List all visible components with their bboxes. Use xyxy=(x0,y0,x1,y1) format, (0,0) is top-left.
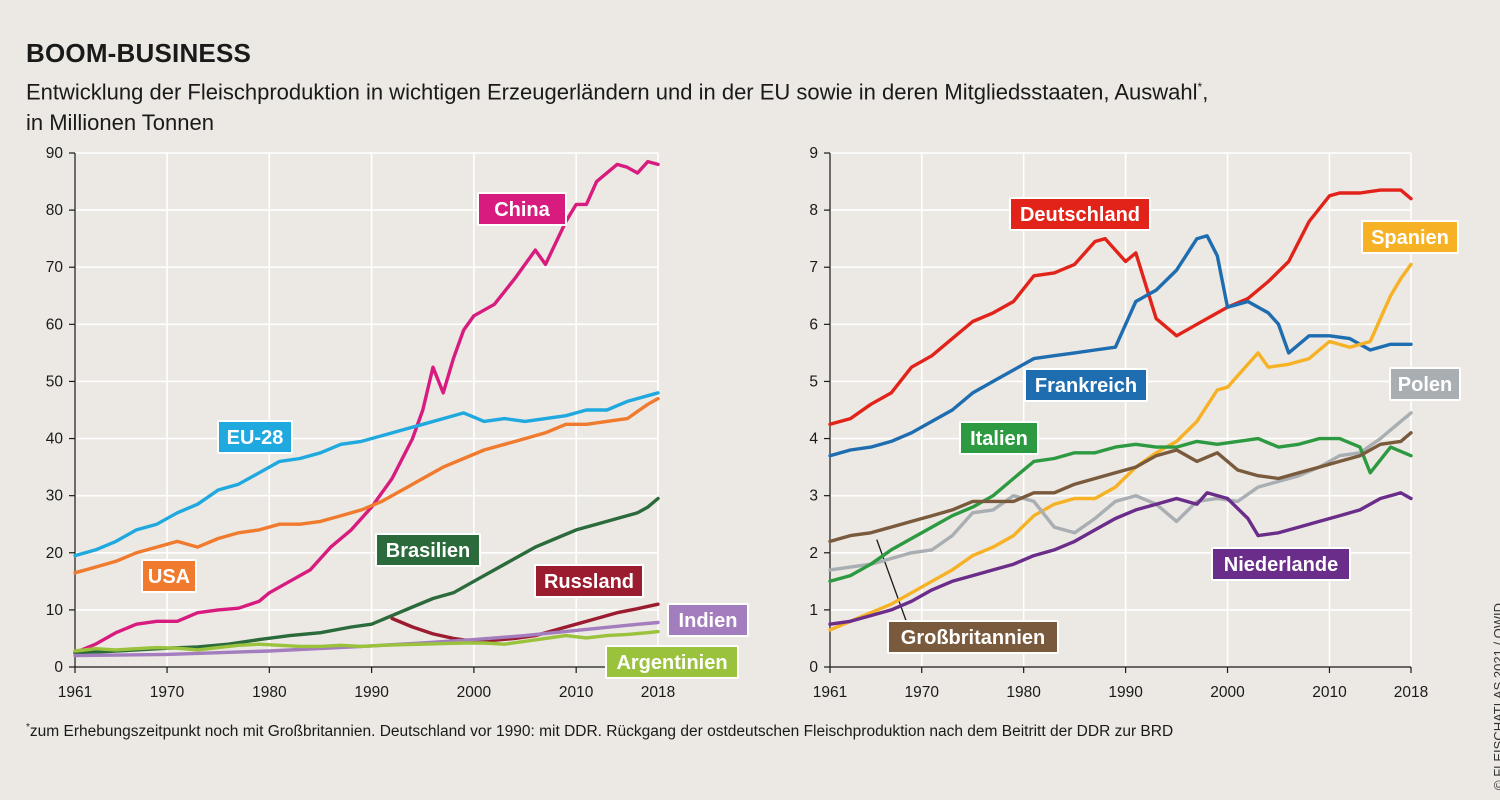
series-label-box-grossbritannien xyxy=(887,620,1059,654)
chart-subtitle: Entwicklung der Fleischproduktion in wic… xyxy=(26,72,1226,138)
series-label-box-indien xyxy=(667,603,749,637)
series-line-usa xyxy=(73,396,660,575)
series-line-argentinien xyxy=(73,629,660,653)
series-label-indien: Indien xyxy=(679,610,738,632)
series-label-box-brasilien xyxy=(375,533,481,567)
y-tick-label: 2 xyxy=(809,545,818,562)
series-label-box-eu-28 xyxy=(217,420,293,454)
series-label-box-argentinien xyxy=(605,645,739,679)
series-line-frankreich xyxy=(828,234,1413,458)
y-tick-label: 20 xyxy=(46,545,64,562)
y-tick-label: 8 xyxy=(809,202,818,219)
subtitle-line-1-end: , xyxy=(1202,79,1209,105)
subtitle-line-1: Entwicklung der Fleischproduktion in wic… xyxy=(26,79,1198,105)
y-tick-label: 50 xyxy=(46,373,64,390)
x-tick-label: 1990 xyxy=(1108,684,1143,701)
series-label-brasilien: Brasilien xyxy=(386,540,470,562)
subtitle-line-2: in Millionen Tonnen xyxy=(26,110,214,136)
series-label-italien: Italien xyxy=(970,428,1028,450)
x-tick-label: 1970 xyxy=(904,684,939,701)
footnote-text: zum Erhebungszeitpunkt noch mit Großbrit… xyxy=(29,723,1174,741)
series-label-deutschland: Deutschland xyxy=(1020,204,1140,226)
x-tick-label: 2018 xyxy=(1394,684,1428,701)
copyright: © FLEISCHATLAS 2021 / OWID xyxy=(1491,602,1500,790)
x-tick-label: 2000 xyxy=(1210,684,1245,701)
series-label-china: China xyxy=(494,199,550,221)
series-line-italien xyxy=(828,436,1413,583)
series-line-grossbritannien xyxy=(828,431,1413,544)
series-label-box-china xyxy=(477,192,567,226)
series-line-deutschland xyxy=(828,188,1413,426)
x-tick-label: 1961 xyxy=(58,684,92,701)
series-line-polen xyxy=(828,411,1413,572)
series-label-argentinien: Argentinien xyxy=(616,652,727,674)
y-tick-label: 9 xyxy=(809,145,818,162)
y-tick-label: 3 xyxy=(809,488,818,505)
y-tick-label: 70 xyxy=(46,259,64,276)
chart-panel-1: 0 10 20 30 40 50 60 70 80 90 1961 1970 1980 1990 2000 2… xyxy=(46,145,749,701)
series-label-box-usa xyxy=(141,559,197,593)
y-tick-label: 10 xyxy=(46,602,64,619)
grossbritannien-leader-line xyxy=(876,539,909,627)
series-label-grossbritannien: Großbritannien xyxy=(901,627,1045,649)
series-label-niederlande: Niederlande xyxy=(1224,554,1338,576)
series-label-box-niederlande xyxy=(1211,547,1351,581)
chart-panel-2: 0 1 2 3 4 5 6 7 8 9 1961 1970 1980 1990 2000 2010 2018 De… xyxy=(809,145,1461,701)
y-tick-label: 1 xyxy=(809,602,818,619)
y-tick-label: 5 xyxy=(809,373,818,390)
y-tick-label: 30 xyxy=(46,488,64,505)
series-line-china xyxy=(73,159,660,655)
x-tick-label: 1980 xyxy=(252,684,287,701)
series-label-russland: Russland xyxy=(544,571,634,593)
y-tick-label: 40 xyxy=(46,431,64,448)
series-label-box-russland xyxy=(534,564,644,598)
x-tick-label: 1990 xyxy=(354,684,389,701)
series-label-box-frankreich xyxy=(1024,368,1148,402)
series-label-eu-28: EU-28 xyxy=(227,427,284,449)
x-tick-label: 2000 xyxy=(457,684,492,701)
y-tick-label: 4 xyxy=(809,431,818,448)
series-line-indien xyxy=(73,620,660,658)
y-tick-label: 6 xyxy=(809,316,818,333)
y-tick-label: 60 xyxy=(46,316,64,333)
series-label-box-spanien xyxy=(1361,220,1459,254)
x-tick-label: 1980 xyxy=(1006,684,1041,701)
series-line-niederlande xyxy=(828,491,1413,626)
y-tick-label: 80 xyxy=(46,202,64,219)
y-tick-label: 0 xyxy=(809,659,818,676)
x-tick-label: 2010 xyxy=(559,684,594,701)
x-tick-label: 1970 xyxy=(150,684,185,701)
series-label-box-polen xyxy=(1389,367,1461,401)
x-tick-label: 2018 xyxy=(641,684,675,701)
y-tick-label: 90 xyxy=(46,145,64,162)
y-tick-label: 0 xyxy=(54,659,63,676)
x-tick-label: 2010 xyxy=(1312,684,1347,701)
footnote-mark: * xyxy=(26,722,30,733)
series-line-brasilien xyxy=(73,496,660,655)
series-line-eu-28 xyxy=(73,391,660,558)
series-label-box-deutschland xyxy=(1009,197,1151,231)
series-label-box-italien xyxy=(959,421,1039,455)
series-label-spanien: Spanien xyxy=(1371,227,1449,249)
series-label-polen: Polen xyxy=(1398,374,1452,396)
x-tick-label: 1961 xyxy=(813,684,847,701)
series-label-frankreich: Frankreich xyxy=(1035,375,1137,397)
y-tick-label: 7 xyxy=(809,259,818,276)
chart-title: BOOM-BUSINESS xyxy=(26,38,252,68)
footnote: *zum Erhebungszeitpunkt noch mit Großbri… xyxy=(26,722,1173,741)
subtitle-footnote-mark: * xyxy=(1197,80,1203,94)
series-label-usa: USA xyxy=(148,566,190,588)
